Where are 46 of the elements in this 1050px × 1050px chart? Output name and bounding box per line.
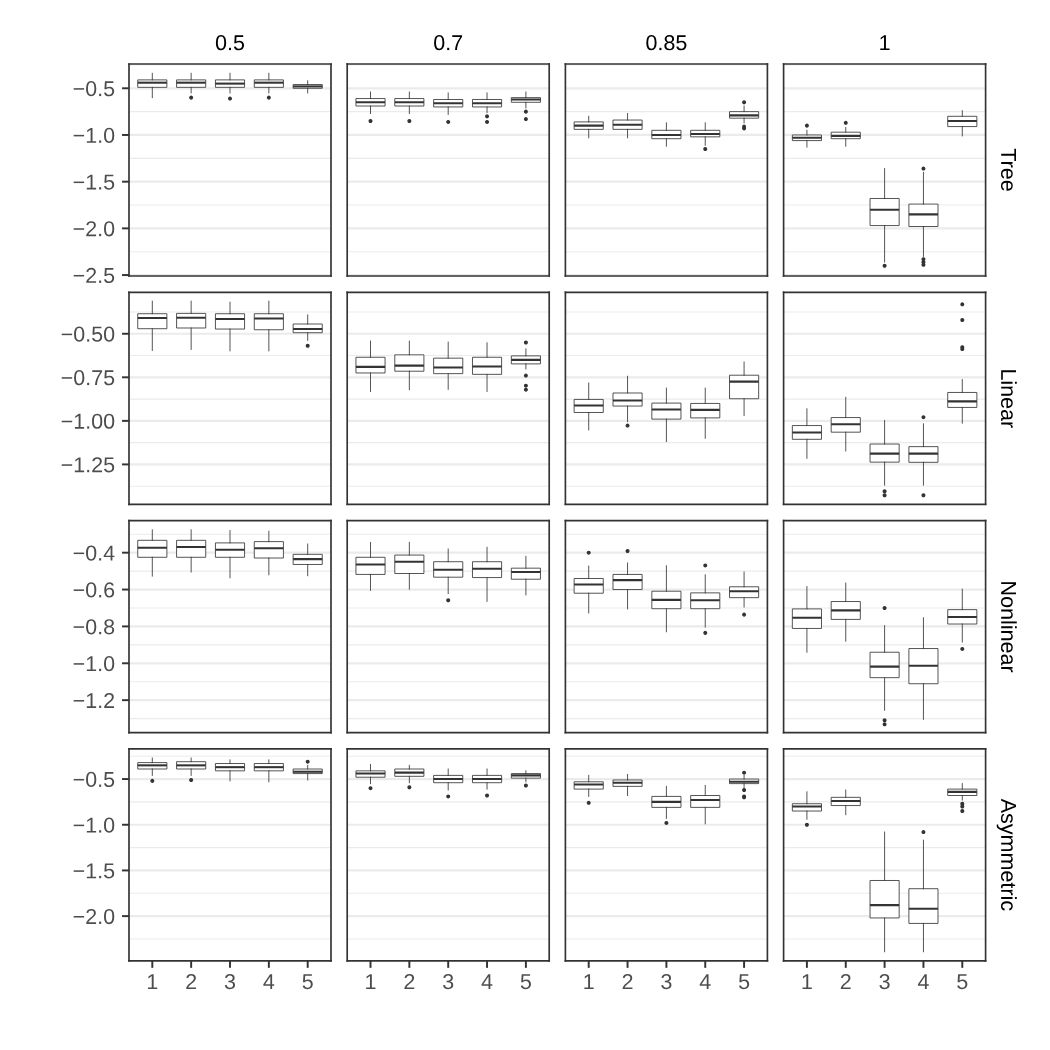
y-tick-label: −0.50 <box>61 326 115 342</box>
x-tick-label: 1 <box>584 974 594 989</box>
y-tick-label: −1.0 <box>73 817 115 833</box>
y-tick-label: −2.5 <box>73 267 115 284</box>
x-tick-label: 3 <box>443 973 454 990</box>
x-tick-label: 1 <box>366 974 376 989</box>
y-tick-label: −1.5 <box>73 174 115 190</box>
chart-title: 0.7 <box>434 35 463 51</box>
y-tick-label: −0.4 <box>73 545 115 561</box>
x-tick-label: 3 <box>661 973 672 990</box>
y-tick-label: −0.75 <box>61 370 115 386</box>
y-tick-label: −1.5 <box>73 863 115 879</box>
y-tick-label: −0.5 <box>73 771 115 788</box>
x-tick-label: 5 <box>520 974 531 990</box>
x-tick-label: 5 <box>738 974 750 990</box>
chart-title: 1 <box>880 35 890 51</box>
x-tick-label: 2 <box>186 973 197 989</box>
y2-axis-title: Nonlinear <box>1000 582 1017 673</box>
y-tick-label: −1.00 <box>61 413 115 429</box>
x-tick-label: 3 <box>224 973 236 990</box>
y-tick-label: −1.25 <box>61 457 115 473</box>
y2-axis-title: Tree <box>1000 148 1016 191</box>
chart-title: 0.85 <box>646 35 687 51</box>
y-tick-label: −0.6 <box>73 582 115 598</box>
y-tick-label: −1.2 <box>73 692 115 708</box>
x-tick-label: 1 <box>802 974 812 989</box>
x-tick-label: 2 <box>622 973 633 989</box>
x-tick-label: 4 <box>699 974 711 989</box>
x-tick-label: 4 <box>481 974 493 989</box>
x-tick-label: 1 <box>147 974 158 989</box>
y-tick-label: −1.0 <box>73 127 115 143</box>
y-tick-label: −2.0 <box>73 908 115 925</box>
x-tick-label: 2 <box>404 973 415 989</box>
y-tick-label: −0.5 <box>73 81 115 97</box>
x-tick-label: 4 <box>917 974 929 989</box>
x-tick-label: 5 <box>302 974 313 990</box>
y-tick-label: −0.8 <box>73 619 115 635</box>
chart-title: 0.5 <box>215 35 245 51</box>
x-tick-label: 4 <box>263 974 275 989</box>
x-tick-label: 5 <box>957 974 968 990</box>
x-tick-label: 3 <box>879 973 890 990</box>
y2-axis-title: Linear <box>1000 370 1017 428</box>
x-tick-label: 2 <box>840 973 851 989</box>
y-tick-label: −2.0 <box>73 221 115 237</box>
y2-axis-title: Asymmetric <box>996 798 1017 911</box>
y-tick-label: −1.0 <box>73 656 115 672</box>
